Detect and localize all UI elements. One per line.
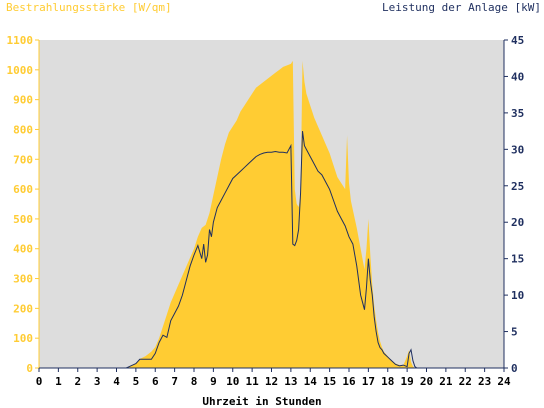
power-line [39,131,504,369]
y-left-tick-label: 100 [13,332,33,345]
irradiance-area-layer [39,60,504,369]
x-tick-label: 21 [439,375,453,388]
y-right-tick-label: 25 [511,180,524,193]
x-tick-label: 6 [152,375,159,388]
x-tick-label: 15 [323,375,336,388]
y-left-tick-label: 0 [26,362,33,375]
y-right-tick-label: 20 [511,216,524,229]
x-tick-label: 24 [497,375,511,388]
axes-layer: 0100200300400500600700800900100011000510… [7,34,525,388]
x-tick-label: 0 [36,375,43,388]
y-right-tick-label: 35 [511,107,524,120]
y-right-tick-label: 15 [511,253,524,266]
power-line-layer [39,131,504,369]
x-tick-label: 17 [362,375,375,388]
y-left-tick-label: 1100 [7,34,34,47]
y-left-tick-label: 300 [13,273,33,286]
x-tick-label: 18 [381,375,394,388]
y-left-tick-label: 400 [13,243,33,256]
x-tick-label: 23 [478,375,491,388]
x-tick-label: 16 [342,375,356,388]
y-left-tick-label: 800 [13,123,33,136]
x-tick-label: 13 [284,375,297,388]
x-tick-label: 22 [459,375,472,388]
y-right-tick-label: 40 [511,70,524,83]
y-left-tick-label: 1000 [7,64,34,77]
x-tick-label: 11 [246,375,260,388]
x-tick-label: 2 [74,375,81,388]
x-tick-label: 8 [191,375,198,388]
y-left-tick-label: 900 [13,94,33,107]
y-right-tick-label: 10 [511,289,524,302]
left-axis-title: Bestrahlungsstärke [W/qm] [6,1,172,14]
y-right-tick-label: 0 [511,362,518,375]
y-left-tick-label: 600 [13,183,33,196]
x-tick-label: 1 [55,375,62,388]
y-left-tick-label: 700 [13,153,33,166]
x-tick-label: 7 [171,375,178,388]
y-left-tick-label: 500 [13,213,33,226]
right-axis-title: Leistung der Anlage [kW] [382,1,541,14]
y-left-tick-label: 200 [13,302,33,315]
x-tick-label: 12 [265,375,278,388]
x-tick-label: 4 [113,375,120,388]
x-tick-label: 20 [420,375,433,388]
y-right-tick-label: 30 [511,143,524,156]
x-tick-label: 14 [304,375,318,388]
x-tick-label: 10 [226,375,239,388]
irradiance-area [39,60,504,369]
x-axis-title: Uhrzeit in Stunden [202,395,321,408]
x-tick-label: 5 [133,375,140,388]
y-right-tick-label: 45 [511,34,524,47]
x-tick-label: 3 [94,375,101,388]
x-tick-label: 9 [210,375,217,388]
y-right-tick-label: 5 [511,326,518,339]
x-tick-label: 19 [401,375,414,388]
